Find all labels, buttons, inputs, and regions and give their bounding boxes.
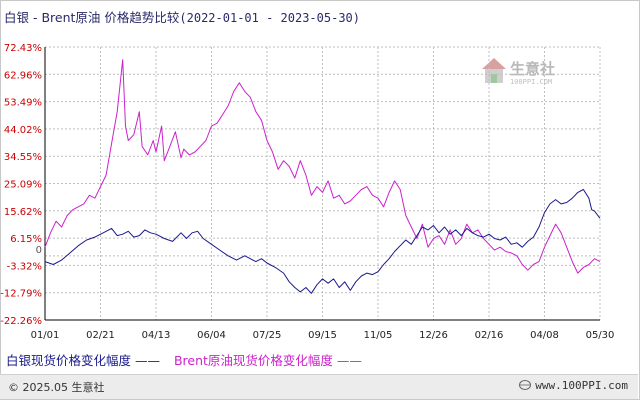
y-tick-label: 0 — [36, 245, 42, 256]
legend-brent: Brent原油现货价格变化幅度 —— — [173, 353, 362, 368]
y-tick-label: 53.49% — [4, 98, 42, 109]
x-tick-label: 07/25 — [253, 330, 282, 341]
y-tick-label: 15.62% — [4, 207, 42, 218]
y-tick-label: 6.15% — [10, 234, 42, 245]
footer-copyright: © 2025.05 生意社 — [8, 381, 105, 394]
y-tick-label: -22.26% — [0, 316, 42, 327]
y-tick-label: 62.96% — [4, 70, 42, 81]
globe-logo-icon — [519, 380, 532, 390]
x-tick-label: 11/05 — [364, 330, 393, 341]
y-tick-label: 72.43% — [4, 43, 42, 54]
series-line-silver — [44, 189, 601, 294]
y-tick-label: 25.09% — [4, 179, 42, 190]
x-tick-label: 02/16 — [475, 330, 504, 341]
x-tick-label: 04/13 — [142, 330, 171, 341]
chart-title-range: (2022-01-01 - 2023-05-30) — [179, 11, 361, 25]
legend-silver: 白银现货价格变化幅度 —— — [6, 353, 160, 368]
y-tick-label: -3.32% — [7, 261, 42, 272]
footer-site-url: www.100PPI.com — [535, 379, 628, 392]
chart-title: 白银 - Brent原油 价格趋势比较(2022-01-01 - 2023-05… — [4, 7, 360, 26]
x-tick-label: 05/30 — [586, 330, 615, 341]
x-tick-label: 02/21 — [86, 330, 115, 341]
y-tick-label: -12.79% — [0, 289, 42, 300]
x-tick-label: 09/15 — [308, 330, 337, 341]
footer-bar: © 2025.05 生意社 www.100PPI.com — [0, 374, 638, 399]
y-tick-label: 44.02% — [4, 125, 42, 136]
x-tick-label: 04/08 — [530, 330, 559, 341]
watermark-url: 100PPI.COM — [510, 78, 553, 86]
line-chart: 72.43% 62.96% 53.49% 44.02% 34.55% 25.09% 15.6… — [0, 43, 615, 341]
chart-title-main: 白银 - Brent原油 价格趋势比较 — [4, 10, 180, 25]
x-tick-label: 01/01 — [31, 330, 60, 341]
footer-site[interactable]: www.100PPI.com — [519, 379, 628, 392]
chart-legend: 白银现货价格变化幅度 —— Brent原油现货价格变化幅度 —— — [6, 350, 362, 369]
x-tick-label: 12/26 — [419, 330, 448, 341]
series-line-brent — [44, 59, 601, 274]
y-tick-label: 34.55% — [4, 152, 42, 163]
watermark-text: 生意社 — [510, 60, 556, 78]
x-tick-label: 06/04 — [197, 330, 226, 341]
